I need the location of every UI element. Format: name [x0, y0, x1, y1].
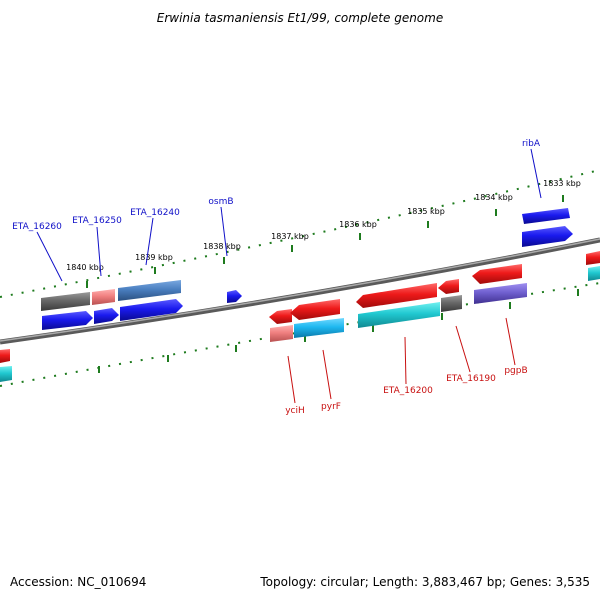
gene-label-eta-16240[interactable]: ETA_16240 [130, 208, 180, 218]
gene-label-eta-16190[interactable]: ETA_16190 [446, 374, 496, 384]
bottom-label-leaders [287, 317, 516, 404]
gene-label-eta-16260[interactable]: ETA_16260 [12, 222, 62, 232]
tick-label: 1838 kbp [203, 242, 241, 251]
gene-edge-cyan [588, 266, 600, 281]
gene-riba[interactable] [522, 208, 570, 224]
gene-eta-16190[interactable] [438, 279, 459, 294]
gene-edge-left-red [0, 349, 10, 363]
gene-eta-16190-2[interactable] [441, 295, 462, 312]
gene-label-osmb[interactable]: osmB [208, 197, 233, 207]
tick-label: 1835 kbp [407, 207, 445, 216]
gene-edge-red [586, 251, 600, 265]
gene-label-ycih[interactable]: yciH [285, 406, 305, 416]
gene-label-pgpb[interactable]: pgpB [504, 366, 527, 376]
gene-pgpb[interactable] [472, 264, 522, 284]
gene-pyrf-2[interactable] [294, 318, 344, 338]
accession-text: Accession: NC_010694 [10, 575, 146, 589]
gene-blue-c[interactable] [120, 299, 183, 321]
gene-blue-a[interactable] [42, 311, 93, 330]
tick-labels: 1840 kbp 1839 kbp 1838 kbp 1837 kbp 1836… [66, 179, 581, 272]
gene-eta-16200[interactable] [356, 283, 437, 308]
tick-label: 1839 kbp [135, 253, 173, 262]
tick-label: 1837 kbp [271, 232, 309, 241]
map-title: Erwinia tasmaniensis Et1/99, complete ge… [157, 11, 443, 25]
top-labels: ETA_16260 ETA_16250 ETA_16240 osmB ribA [12, 139, 541, 232]
gene-eta-16200-2[interactable] [358, 302, 440, 328]
gene-label-pyrf[interactable]: pyrF [321, 402, 341, 412]
tick-label: 1836 kbp [339, 220, 377, 229]
tick-label: 1833 kbp [543, 179, 581, 188]
gene-pgpb-2[interactable] [474, 283, 527, 304]
genome-summary-text: Topology: circular; Length: 3,883,467 bp… [259, 575, 590, 589]
gene-ycih[interactable] [269, 309, 292, 324]
gene-eta-16260[interactable] [41, 292, 90, 311]
top-strand-genes [41, 208, 600, 330]
top-label-leaders [36, 148, 542, 282]
gene-eta-16250[interactable] [92, 289, 115, 305]
gene-riba-2[interactable] [522, 226, 573, 247]
gene-osmb[interactable] [227, 290, 242, 303]
tick-label: 1840 kbp [66, 263, 104, 272]
gene-ycih-2[interactable] [270, 325, 293, 342]
bottom-labels: yciH pyrF ETA_16200 ETA_16190 pgpB [285, 366, 527, 416]
gene-pyrf[interactable] [290, 299, 340, 320]
genome-backbone [0, 237, 600, 345]
bottom-strand-genes [0, 264, 527, 382]
gene-label-eta-16200[interactable]: ETA_16200 [383, 386, 433, 396]
tick-label: 1834 kbp [475, 193, 513, 202]
gene-blue-b[interactable] [94, 308, 119, 324]
gene-edge-left-cyan [0, 366, 12, 382]
gene-eta-16240[interactable] [118, 280, 181, 301]
gene-label-riba[interactable]: ribA [522, 139, 541, 149]
gene-label-eta-16250[interactable]: ETA_16250 [72, 216, 122, 226]
